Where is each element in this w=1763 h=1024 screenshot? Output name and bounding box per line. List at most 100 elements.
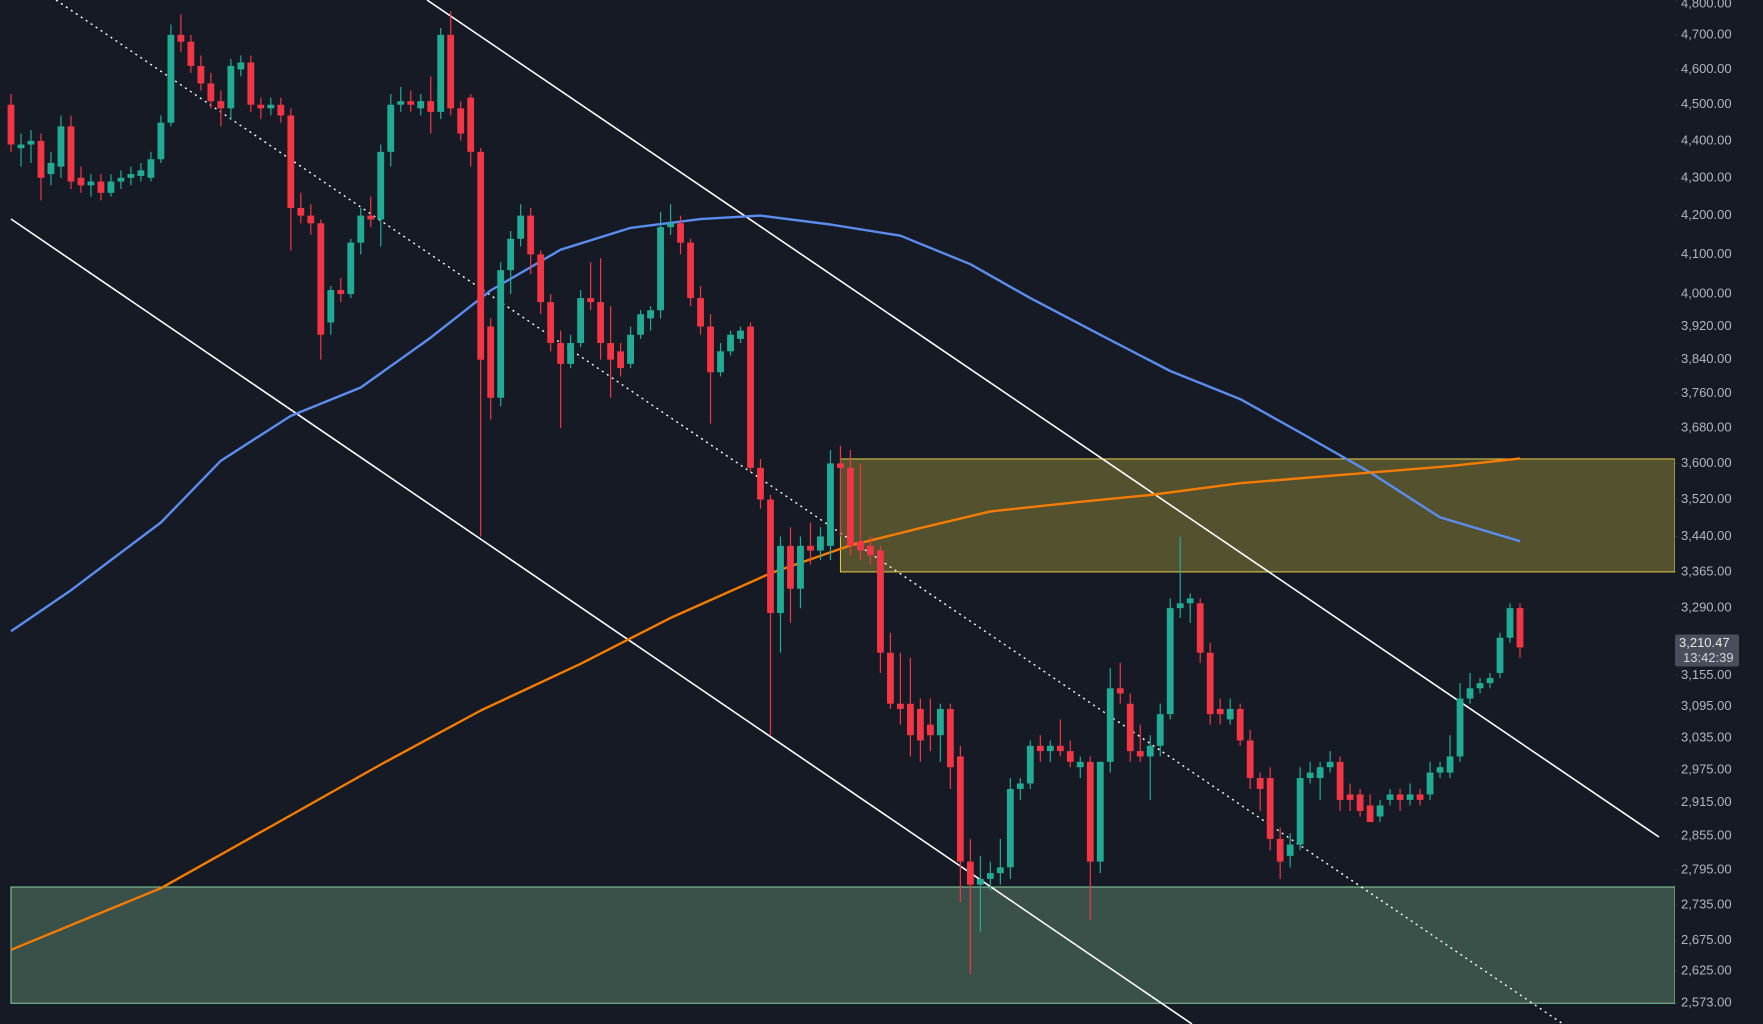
candle-body bbox=[217, 101, 225, 109]
candle-body bbox=[1006, 788, 1014, 868]
candle-body bbox=[1106, 688, 1114, 762]
y-tick-label: 3,840.00 bbox=[1681, 351, 1732, 366]
candle-body bbox=[367, 215, 375, 220]
candle-body bbox=[547, 302, 555, 344]
y-tick-label: 4,500.00 bbox=[1681, 96, 1732, 111]
candle-body bbox=[926, 724, 934, 736]
y-tick-label: 4,400.00 bbox=[1681, 132, 1732, 147]
candle-body bbox=[857, 541, 864, 551]
candle-body bbox=[797, 545, 804, 589]
candle-body bbox=[617, 351, 624, 369]
candle-body bbox=[1196, 603, 1204, 653]
candle-body bbox=[887, 652, 894, 704]
candle-body bbox=[1496, 637, 1504, 673]
candle-body bbox=[607, 343, 615, 360]
channel-midline bbox=[55, 0, 1564, 1024]
candle-body bbox=[1186, 598, 1194, 604]
candle-body bbox=[307, 215, 315, 224]
candle-body bbox=[767, 499, 774, 614]
candle-body bbox=[427, 101, 435, 112]
candle-body bbox=[417, 101, 425, 109]
candle-body bbox=[717, 351, 724, 373]
y-tick-label: 2,795.00 bbox=[1681, 862, 1732, 877]
candle-body bbox=[437, 34, 445, 112]
y-tick-label: 4,300.00 bbox=[1681, 169, 1732, 184]
candle-body bbox=[1356, 794, 1364, 811]
channel-line bbox=[10, 218, 1193, 1024]
candle-body bbox=[477, 151, 485, 360]
candle-body bbox=[1426, 772, 1434, 795]
price-axis-labels: 4,800.00 4,700.00 4,600.00 4,500.00 4,400.00… bbox=[1675, 0, 1739, 1010]
y-tick-label: 2,573.00 bbox=[1681, 995, 1732, 1010]
candle-body bbox=[287, 115, 295, 208]
candle-body bbox=[1076, 761, 1084, 768]
candle-body bbox=[1036, 745, 1044, 752]
candle-body bbox=[1156, 714, 1164, 746]
candle-body bbox=[657, 227, 664, 311]
candle-body bbox=[1026, 745, 1034, 784]
candle-body bbox=[1066, 751, 1074, 762]
candle-body bbox=[227, 65, 235, 109]
candle-body bbox=[1456, 698, 1464, 757]
candle-body bbox=[357, 215, 365, 243]
y-tick-label: 3,440.00 bbox=[1681, 528, 1732, 543]
candle-body bbox=[697, 298, 704, 327]
candle-body bbox=[1046, 745, 1054, 752]
candle-body bbox=[267, 104, 275, 109]
y-tick-label: 3,760.00 bbox=[1681, 385, 1732, 400]
last-price-label: 3,210.47 bbox=[1679, 635, 1730, 650]
candle-body bbox=[1266, 778, 1274, 839]
candle-body bbox=[1206, 652, 1214, 715]
candle-body bbox=[1296, 778, 1304, 845]
y-tick-label: 4,600.00 bbox=[1681, 61, 1732, 76]
y-tick-label: 3,600.00 bbox=[1681, 455, 1732, 470]
candle-body bbox=[567, 343, 575, 364]
candle-body bbox=[1256, 778, 1264, 789]
candle-body bbox=[1486, 678, 1494, 684]
candle-body bbox=[147, 159, 155, 178]
candle-body bbox=[1506, 608, 1514, 638]
candle-body bbox=[677, 223, 684, 243]
candle-body bbox=[817, 536, 824, 551]
y-tick-label: 3,290.00 bbox=[1681, 600, 1732, 615]
y-tick-label: 2,915.00 bbox=[1681, 794, 1732, 809]
candle-body bbox=[687, 242, 694, 299]
y-tick-label: 2,625.00 bbox=[1681, 963, 1732, 978]
candle-body bbox=[1276, 838, 1284, 862]
y-tick-label: 4,800.00 bbox=[1681, 0, 1732, 10]
candle-body bbox=[1226, 708, 1234, 720]
candle-body bbox=[1096, 761, 1104, 862]
candle-body bbox=[127, 174, 135, 178]
candle-body bbox=[966, 861, 974, 885]
zone bbox=[839, 458, 1676, 573]
candle-body bbox=[1176, 603, 1184, 609]
candle-body bbox=[867, 545, 874, 556]
candle-body bbox=[1396, 794, 1404, 800]
candle-body bbox=[727, 334, 734, 352]
candle-body bbox=[877, 550, 884, 653]
candle-body bbox=[327, 290, 335, 323]
zones bbox=[10, 458, 1676, 1004]
candle-body bbox=[1316, 767, 1324, 779]
y-tick-label: 3,035.00 bbox=[1681, 729, 1732, 744]
candle-body bbox=[1136, 751, 1144, 757]
candle-body bbox=[757, 467, 764, 500]
candle-body bbox=[777, 545, 784, 614]
y-tick-label: 3,155.00 bbox=[1681, 667, 1732, 682]
y-tick-label: 2,735.00 bbox=[1681, 897, 1732, 912]
candle-body bbox=[787, 545, 794, 589]
candle-body bbox=[1056, 745, 1064, 752]
candle-body bbox=[57, 126, 65, 167]
candle-body bbox=[207, 83, 215, 102]
y-tick-label: 3,920.00 bbox=[1681, 318, 1732, 333]
candle-body bbox=[1336, 761, 1344, 800]
candle-body bbox=[1216, 708, 1224, 715]
candle-body bbox=[67, 126, 75, 182]
y-tick-label: 3,365.00 bbox=[1681, 563, 1732, 578]
candle-body bbox=[457, 108, 465, 134]
y-tick-label: 2,975.00 bbox=[1681, 761, 1732, 776]
candle-body bbox=[247, 62, 255, 105]
countdown: 13:42:39 bbox=[1683, 650, 1734, 665]
candle-body bbox=[827, 463, 834, 546]
